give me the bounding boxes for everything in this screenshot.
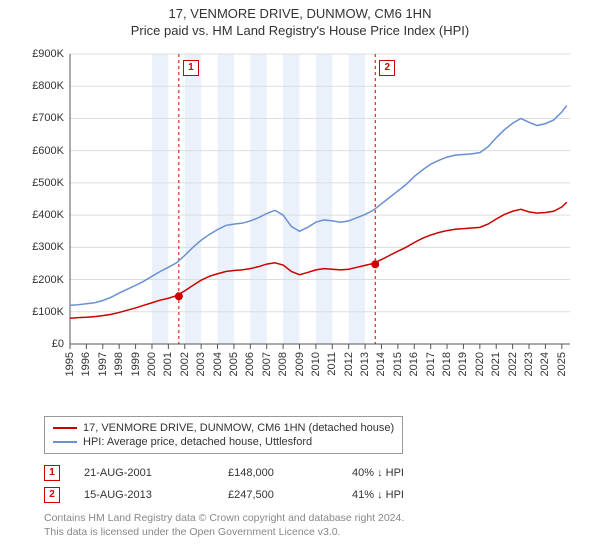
title-subtitle: Price paid vs. HM Land Registry's House … xyxy=(0,23,600,38)
y-tick-label: £600K xyxy=(32,145,64,157)
sale-marker-box: 2 xyxy=(379,60,395,76)
x-tick-label: 2014 xyxy=(375,352,387,376)
legend-row: 17, VENMORE DRIVE, DUNMOW, CM6 1HN (deta… xyxy=(53,421,394,435)
y-tick-label: £800K xyxy=(32,80,64,92)
x-tick-label: 1999 xyxy=(130,352,142,376)
y-tick-label: £500K xyxy=(32,177,64,189)
footer-line1: Contains HM Land Registry data © Crown c… xyxy=(44,512,580,526)
x-tick-label: 2024 xyxy=(539,352,551,376)
legend-label: HPI: Average price, detached house, Uttl… xyxy=(83,436,312,448)
x-tick-label: 2003 xyxy=(195,352,207,376)
sale-row: 2 15-AUG-2013 £247,500 41% ↓ HPI xyxy=(44,484,580,506)
x-tick-label: 2017 xyxy=(425,352,437,376)
x-tick-label: 2011 xyxy=(326,352,338,376)
sale-row-diff: 40% ↓ HPI xyxy=(352,467,472,479)
title-address: 17, VENMORE DRIVE, DUNMOW, CM6 1HN xyxy=(0,6,600,21)
x-tick-label: 1995 xyxy=(64,352,76,376)
legend-swatch xyxy=(53,441,77,443)
sale-row-marker: 2 xyxy=(44,487,60,503)
x-tick-label: 2009 xyxy=(294,352,306,376)
sale-row-marker: 1 xyxy=(44,465,60,481)
legend-label: 17, VENMORE DRIVE, DUNMOW, CM6 1HN (deta… xyxy=(83,422,394,434)
y-tick-label: £300K xyxy=(32,241,64,253)
y-tick-label: £0 xyxy=(52,338,64,350)
x-tick-label: 2008 xyxy=(277,352,289,376)
x-tick-label: 1998 xyxy=(113,352,125,376)
sale-row-diff: 41% ↓ HPI xyxy=(352,489,472,501)
y-tick-label: £200K xyxy=(32,274,64,286)
x-tick-label: 2007 xyxy=(261,352,273,376)
x-tick-label: 2004 xyxy=(212,352,224,376)
sales-table: 1 21-AUG-2001 £148,000 40% ↓ HPI 2 15-AUG-201… xyxy=(20,462,580,506)
sale-row-price: £148,000 xyxy=(228,467,328,479)
chart-area: £0 £100K £200K £300K £400K £500K £600K £700K £80… xyxy=(20,44,580,384)
sale-row-price: £247,500 xyxy=(228,489,328,501)
x-tick-label: 2015 xyxy=(392,352,404,376)
x-tick-label: 2000 xyxy=(146,352,158,376)
x-tick-label: 2010 xyxy=(310,352,322,376)
x-tick-label: 1996 xyxy=(80,352,92,376)
x-tick-label: 2022 xyxy=(507,352,519,376)
sale-row: 1 21-AUG-2001 £148,000 40% ↓ HPI xyxy=(44,462,580,484)
footer-line2: This data is licensed under the Open Gov… xyxy=(44,526,580,540)
y-tick-label: £700K xyxy=(32,112,64,124)
y-tick-label: £100K xyxy=(32,306,64,318)
x-tick-label: 1997 xyxy=(97,352,109,376)
x-tick-label: 2025 xyxy=(556,352,568,376)
x-tick-label: 2013 xyxy=(359,352,371,376)
chart-svg xyxy=(20,44,580,384)
x-tick-label: 2005 xyxy=(228,352,240,376)
footer-attribution: Contains HM Land Registry data © Crown c… xyxy=(44,512,580,539)
legend-swatch xyxy=(53,427,77,429)
x-tick-label: 2021 xyxy=(490,352,502,376)
x-tick-label: 2006 xyxy=(244,352,256,376)
x-tick-label: 2018 xyxy=(441,352,453,376)
below-chart: 17, VENMORE DRIVE, DUNMOW, CM6 1HN (deta… xyxy=(20,416,580,539)
x-tick-label: 2019 xyxy=(457,352,469,376)
x-tick-label: 2012 xyxy=(343,352,355,376)
y-tick-label: £400K xyxy=(32,209,64,221)
chart-titles: 17, VENMORE DRIVE, DUNMOW, CM6 1HN Price… xyxy=(0,0,600,38)
x-tick-label: 2016 xyxy=(408,352,420,376)
y-tick-label: £900K xyxy=(32,48,64,60)
legend-row: HPI: Average price, detached house, Uttl… xyxy=(53,435,394,449)
sale-row-date: 21-AUG-2001 xyxy=(84,467,204,479)
x-tick-label: 2023 xyxy=(523,352,535,376)
x-tick-label: 2001 xyxy=(162,352,174,376)
legend-box: 17, VENMORE DRIVE, DUNMOW, CM6 1HN (deta… xyxy=(44,416,403,454)
x-tick-label: 2020 xyxy=(474,352,486,376)
sale-marker-box: 1 xyxy=(183,60,199,76)
x-tick-label: 2002 xyxy=(179,352,191,376)
sale-row-date: 15-AUG-2013 xyxy=(84,489,204,501)
